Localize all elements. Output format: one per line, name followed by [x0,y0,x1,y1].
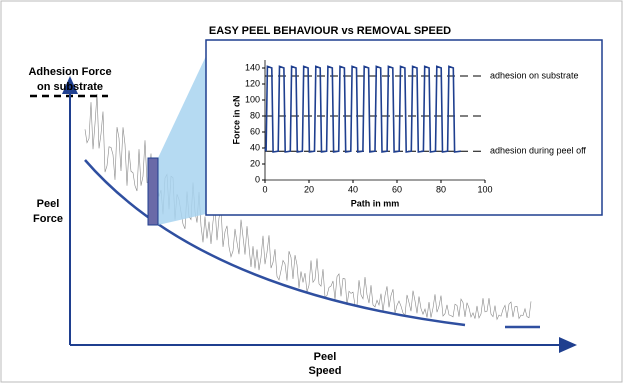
y-axis-label: Peel [37,198,60,210]
inset-chart: 0 20 40 60 80 100 120 140 0 20 40 60 80 100 Path in mm… [231,60,586,208]
title: EASY PEEL BEHAVIOUR vs REMOVAL SPEED [209,25,451,37]
y-tick-label: 60 [250,126,260,136]
reference-label: adhesion on substrate [490,70,579,80]
y-tick-label: 140 [245,62,260,72]
data-line [264,65,461,153]
y-tick-label: 80 [250,110,260,120]
y-tick-label: 40 [250,142,260,152]
x-tick-label: 20 [304,184,314,194]
x-tick-label: 40 [348,184,358,194]
x-tick-label: 80 [436,184,446,194]
x-axis-title: Path in mm [351,198,400,208]
x-tick-label: 0 [262,184,267,194]
y-tick-label: 20 [250,158,260,168]
y-tick-label: 100 [245,94,260,104]
x-tick-label: 100 [477,184,492,194]
zoom-selection [147,157,159,226]
x-axis-label: Peel [314,351,337,363]
y-tick-label: 120 [245,78,260,88]
x-axis-label: Speed [308,365,341,377]
peel-curve [84,159,466,327]
reference-label: adhesion during peel off [490,146,586,156]
adhesion-label: Adhesion Force [28,66,111,78]
y-tick-label: 0 [255,174,260,184]
y-axis-title: Force in cN [231,95,241,144]
adhesion-label: on substrate [37,81,103,93]
y-axis-label: Force [33,213,63,225]
x-tick-label: 60 [392,184,402,194]
zoom-wedge [158,56,206,225]
